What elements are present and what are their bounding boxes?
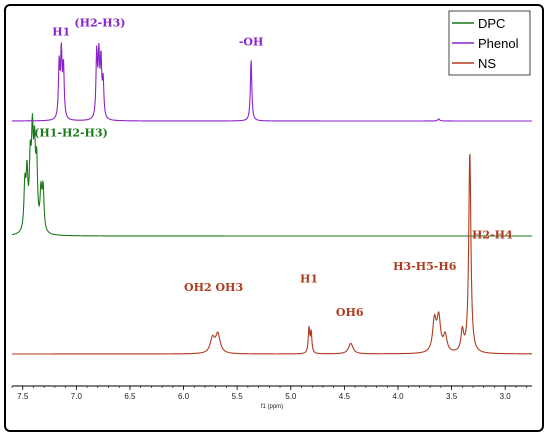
- legend-label-phenol: Phenol: [478, 36, 519, 51]
- peak-label: OH2 OH3: [184, 281, 243, 294]
- legend-label-ns: NS: [478, 56, 496, 71]
- x-tick-label: 3.0: [500, 392, 512, 401]
- legend: DPC Phenol NS: [448, 10, 531, 76]
- x-tick-label: 6.5: [124, 392, 136, 401]
- series-dpc-line: [11, 113, 532, 237]
- x-tick-label: 3.5: [446, 392, 458, 401]
- legend-label-dpc: DPC: [478, 16, 505, 31]
- x-tick-label: 4.5: [339, 392, 351, 401]
- peak-labels: (H1-H2-H3) H1 (H2-H3) -OH OH2 OH3 H1 OH6 H3-H5-…: [34, 17, 513, 320]
- x-axis-title: f1 (ppm): [261, 404, 283, 410]
- x-tick-label: 7.5: [17, 392, 29, 401]
- x-tick-label: 5.5: [232, 392, 244, 401]
- peak-label: (H1-H2-H3): [34, 126, 108, 139]
- peak-label: H1: [300, 273, 318, 286]
- peak-label: OH6: [336, 306, 364, 319]
- x-tick-label: 5.0: [285, 392, 297, 401]
- peak-label: H2-H4: [472, 229, 513, 242]
- series-ns-line: [12, 153, 532, 355]
- x-axis: 7.5 7.0 6.5 6.0 5.5 5.0 4.5 4.0 3.5 3.0 f1 (ppm): [11, 385, 532, 410]
- x-tick-label: 7.0: [71, 392, 83, 401]
- series-phenol-line: [12, 42, 532, 122]
- peak-label: H1: [52, 26, 70, 39]
- peak-label: (H2-H3): [74, 17, 125, 30]
- spectrum-traces: [11, 42, 532, 355]
- x-axis-ticks: 7.5 7.0 6.5 6.0 5.5 5.0 4.5 4.0 3.5 3.0: [11, 386, 527, 401]
- x-tick-label: 6.0: [178, 392, 190, 401]
- peak-label: -OH: [239, 35, 264, 48]
- peak-label: H3-H5-H6: [393, 260, 457, 273]
- x-tick-label: 4.0: [392, 392, 404, 401]
